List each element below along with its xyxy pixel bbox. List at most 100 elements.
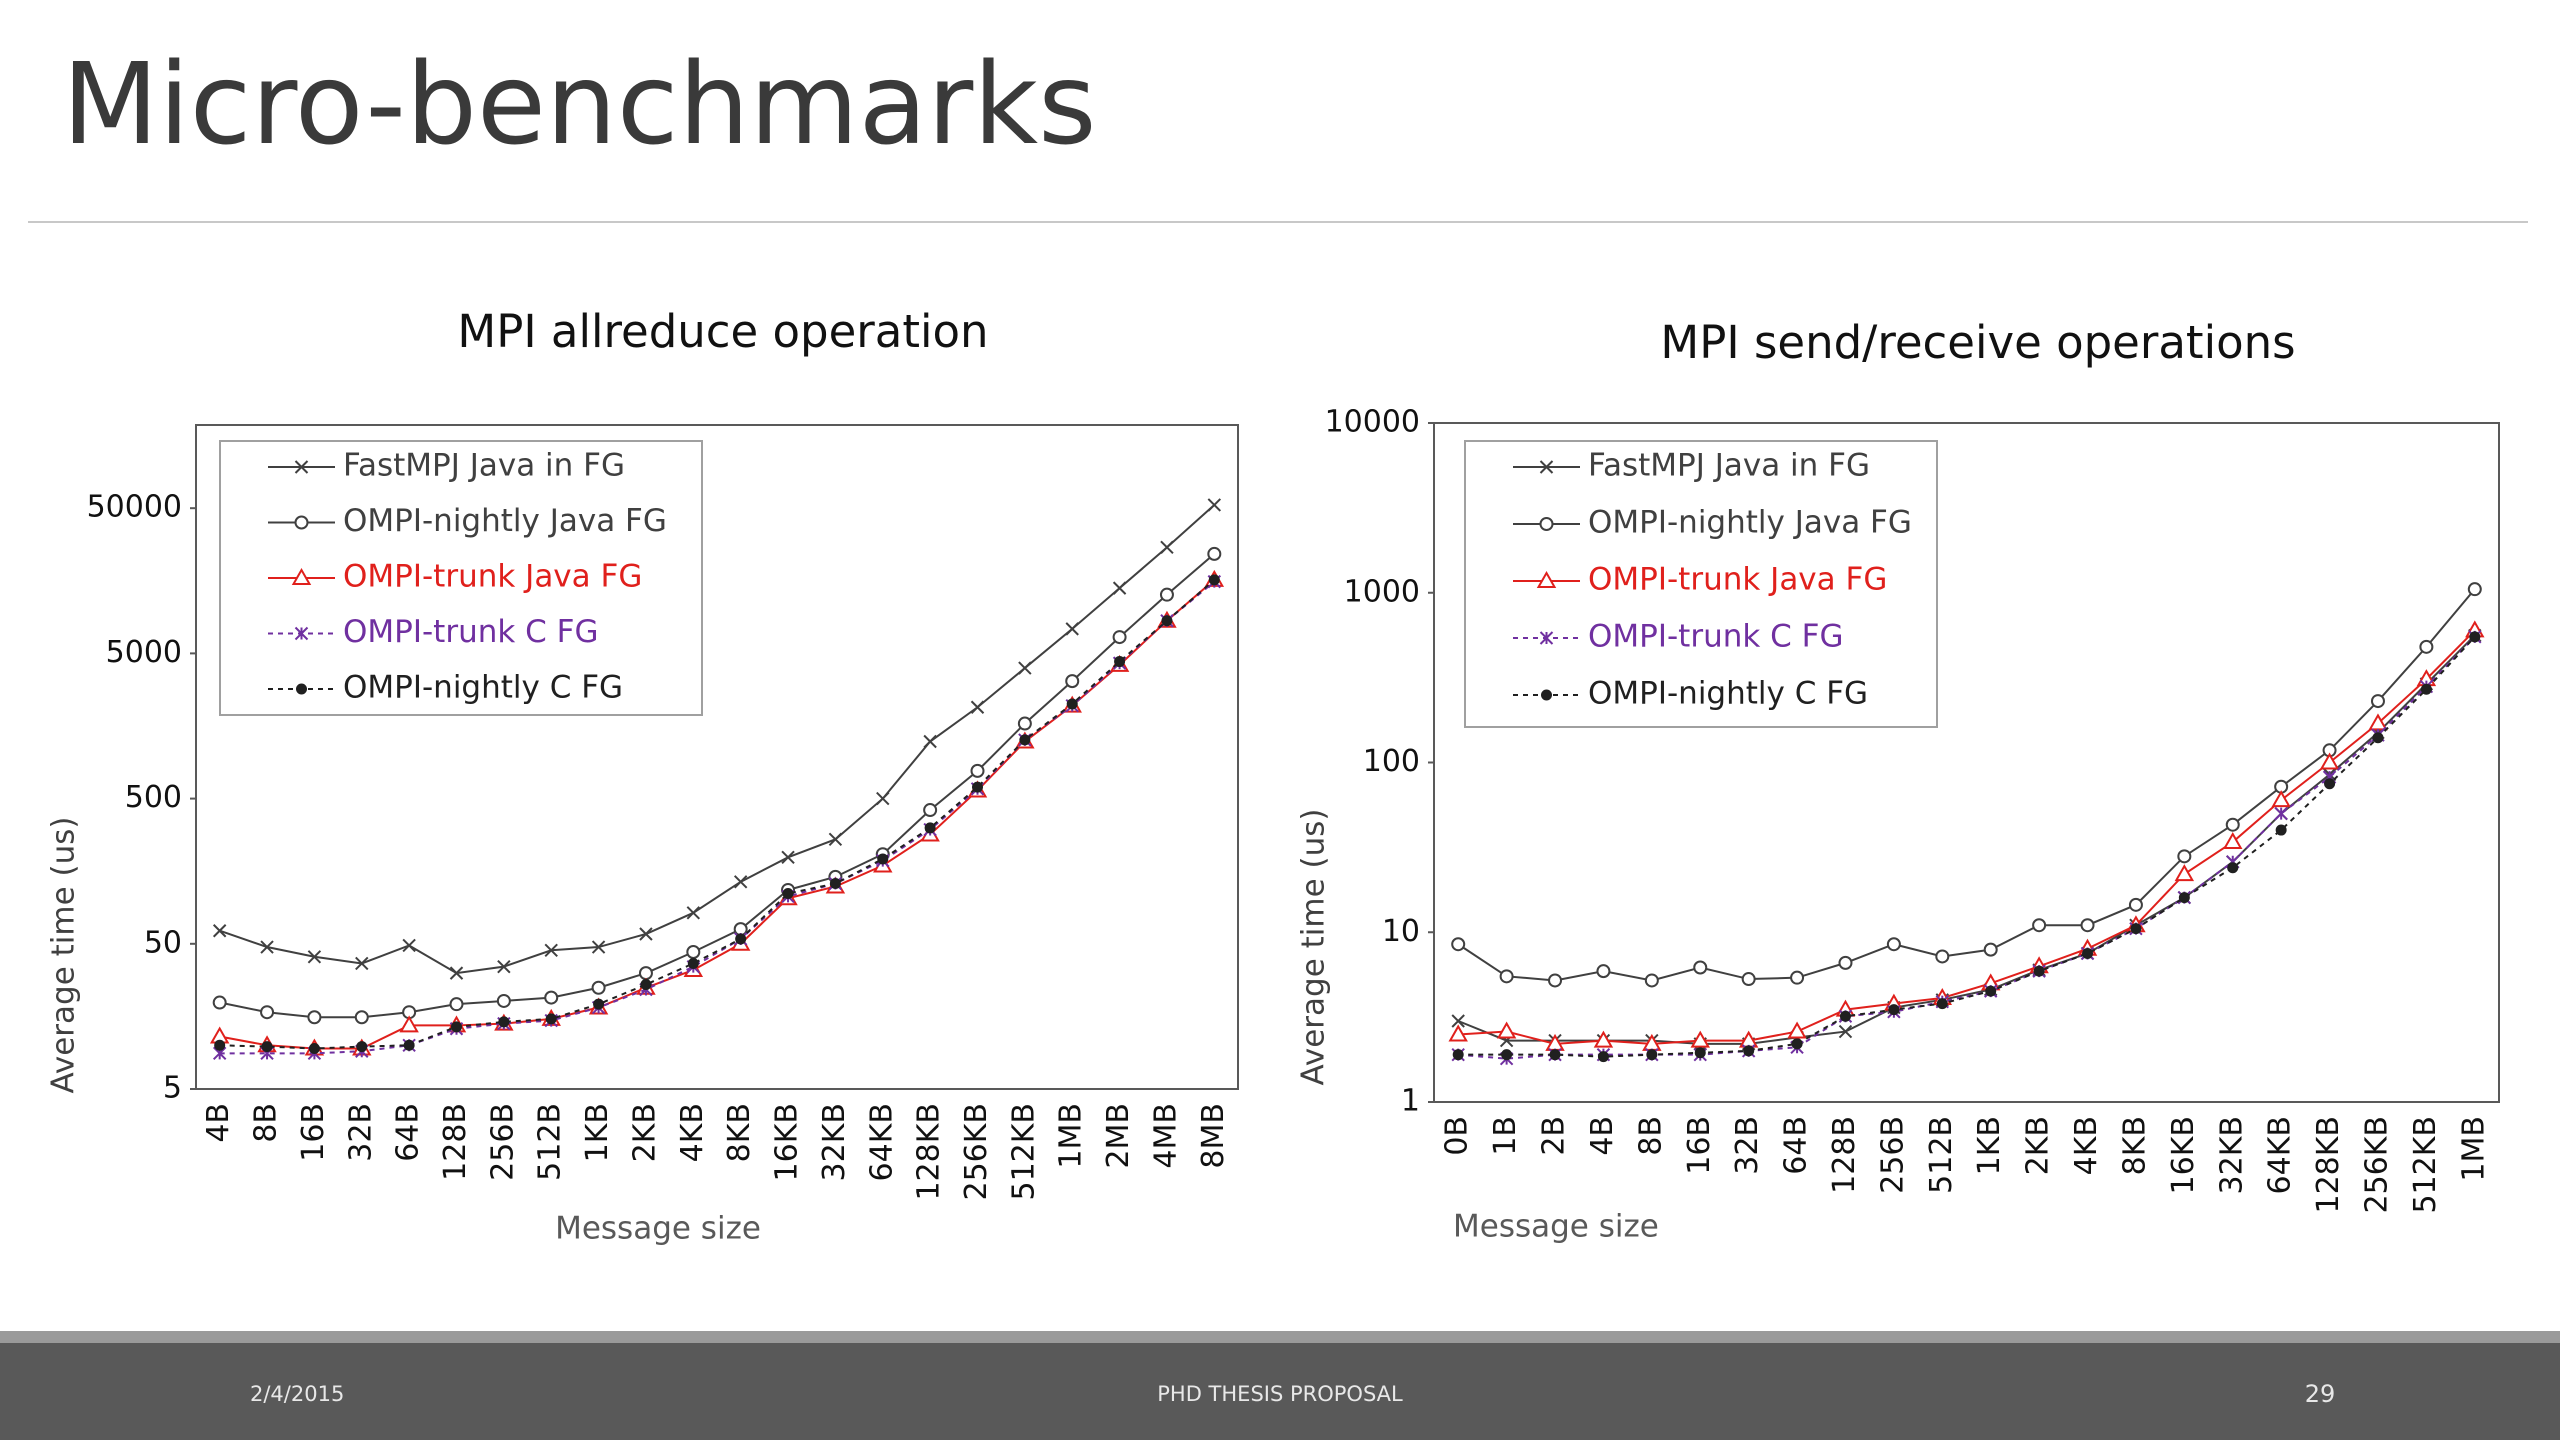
- point-marker: [1496, 1021, 1517, 1039]
- point-marker: [2271, 790, 2291, 808]
- point-marker: [1838, 955, 1853, 970]
- point-marker: [2319, 752, 2340, 770]
- series-line: [1457, 634, 2476, 1045]
- y-tick-label: 10000: [1325, 405, 1420, 440]
- point-marker: [923, 734, 937, 749]
- x-tick-label: 8KB: [722, 1103, 757, 1162]
- x-tick-label: 512B: [533, 1103, 568, 1181]
- point-marker: [354, 1010, 369, 1025]
- x-tick-label: 8B: [1633, 1116, 1668, 1156]
- x-tick-label: 64B: [1779, 1116, 1814, 1175]
- y-tick-label: 100: [1363, 744, 1420, 779]
- point-marker: [2033, 965, 2045, 977]
- point-marker: [1985, 985, 1997, 997]
- point-marker: [2469, 631, 2481, 643]
- point-marker: [1066, 698, 1078, 710]
- point-marker: [1208, 574, 1220, 586]
- point-marker: [1787, 1021, 1807, 1039]
- point-marker: [1207, 498, 1222, 512]
- point-marker: [1501, 1049, 1513, 1061]
- point-marker: [496, 993, 511, 1008]
- point-marker: [545, 1013, 557, 1025]
- series-line: [1458, 629, 2476, 1045]
- point-marker: [260, 1005, 275, 1020]
- point-marker: [1065, 674, 1080, 689]
- x-tick-label: 128B: [1827, 1116, 1862, 1194]
- chart-title: MPI allreduce operation: [457, 305, 988, 358]
- legend-label: OMPI-nightly Java FG: [343, 503, 667, 539]
- point-marker: [1112, 581, 1127, 595]
- point-marker: [1452, 1049, 1464, 1061]
- x-tick-label: 256B: [1875, 1116, 1910, 1194]
- point-marker: [1451, 937, 1466, 952]
- x-tick-label: 2B: [1537, 1116, 1572, 1156]
- point-marker: [1114, 656, 1126, 667]
- point-marker: [591, 980, 606, 995]
- legend-marker: [1536, 570, 1557, 588]
- legend-label: OMPI-trunk C FG: [1588, 619, 1844, 655]
- point-marker: [2177, 849, 2192, 864]
- x-tick-label: 16KB: [2166, 1116, 2201, 1194]
- point-marker: [544, 943, 558, 958]
- point-marker: [1690, 1030, 1710, 1048]
- point-marker: [876, 791, 890, 806]
- x-tick-label: 4MB: [1148, 1103, 1183, 1169]
- point-marker: [686, 945, 701, 959]
- point-marker: [2082, 948, 2094, 959]
- x-tick-label: 1KB: [580, 1103, 615, 1162]
- x-tick-label: 128B: [438, 1103, 473, 1181]
- point-marker: [733, 875, 748, 889]
- point-marker: [212, 924, 227, 938]
- point-marker: [1019, 734, 1031, 746]
- y-tick-label: 50000: [87, 490, 182, 525]
- x-tick-label: 1MB: [2456, 1116, 2491, 1182]
- point-marker: [1983, 942, 1998, 957]
- point-marker: [2324, 778, 2336, 790]
- x-tick-label: 2KB: [627, 1103, 662, 1162]
- point-marker: [1548, 973, 1563, 988]
- point-marker: [2322, 743, 2337, 758]
- x-tick-label: 256KB: [2359, 1116, 2394, 1214]
- point-marker: [1646, 1049, 1658, 1061]
- x-tick-label: 1B: [1488, 1116, 1523, 1156]
- point-marker: [1935, 949, 1950, 964]
- legend-label: OMPI-trunk Java FG: [1588, 562, 1887, 598]
- legend-label: OMPI-trunk C FG: [343, 614, 599, 650]
- point-marker: [923, 803, 938, 818]
- x-tick-label: 8B: [249, 1103, 284, 1143]
- point-marker: [638, 966, 653, 981]
- y-axis-label: Average time (us): [46, 816, 82, 1093]
- slide-title: Micro-benchmarks: [62, 40, 1096, 170]
- x-tick-label: 128KB: [912, 1103, 947, 1201]
- point-marker: [1207, 546, 1222, 561]
- point-marker: [1549, 1049, 1561, 1061]
- point-marker: [2225, 817, 2240, 832]
- x-tick-label: 32B: [343, 1103, 378, 1162]
- x-tick-label: 128KB: [2311, 1116, 2346, 1214]
- x-tick-label: 8KB: [2117, 1116, 2152, 1175]
- point-marker: [1448, 1024, 1468, 1042]
- point-marker: [1886, 937, 1901, 952]
- point-marker: [1596, 964, 1611, 979]
- point-marker: [1791, 1038, 1803, 1050]
- legend-label: FastMPJ Java in FG: [1588, 448, 1870, 484]
- y-axis-label: Average time (us): [1296, 808, 1332, 1085]
- footer-text: PHD THESIS PROPOSAL: [1157, 1382, 1403, 1406]
- point-marker: [2174, 864, 2195, 882]
- point-marker: [593, 998, 605, 1010]
- y-tick-label: 50: [144, 925, 182, 960]
- x-axis-label: Message size: [555, 1211, 761, 1247]
- point-marker: [1888, 1004, 1900, 1016]
- point-marker: [1839, 1010, 1851, 1022]
- x-tick-label: 512KB: [1006, 1103, 1041, 1201]
- point-marker: [1741, 972, 1756, 987]
- x-tick-label: 0B: [1440, 1116, 1475, 1156]
- x-tick-label: 1KB: [1972, 1116, 2007, 1175]
- point-marker: [2227, 862, 2239, 874]
- point-marker: [924, 822, 936, 834]
- point-marker: [449, 997, 464, 1012]
- x-tick-label: 1MB: [1054, 1103, 1089, 1169]
- series-line: [219, 579, 1215, 1050]
- x-tick-label: 64KB: [2263, 1116, 2298, 1194]
- point-marker: [828, 832, 843, 847]
